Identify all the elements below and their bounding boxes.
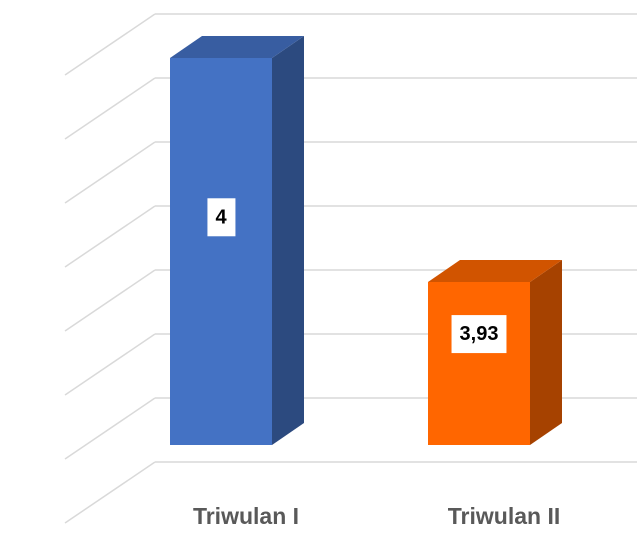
value-label: 4 [215,206,227,228]
x-tick-label: Triwulan II [448,503,560,529]
grid-line-side [64,397,156,460]
grid-line-side [64,461,156,524]
x-tick-label: Triwulan I [193,503,299,529]
grid-line-side [64,205,156,268]
grid-line-side [64,269,156,332]
grid-line-side [64,141,156,204]
bar-side [530,260,562,445]
value-label-box [451,315,507,354]
grid-line-side [64,77,156,140]
bar-front [428,282,530,445]
bar-front [170,58,272,445]
bar-top [428,260,562,282]
bar-top [170,36,304,58]
bar-side [272,36,304,445]
value-label: 3,93 [460,323,499,345]
value-label-box [207,198,236,237]
grid-line-side [64,13,156,76]
grid-line-side [64,333,156,396]
